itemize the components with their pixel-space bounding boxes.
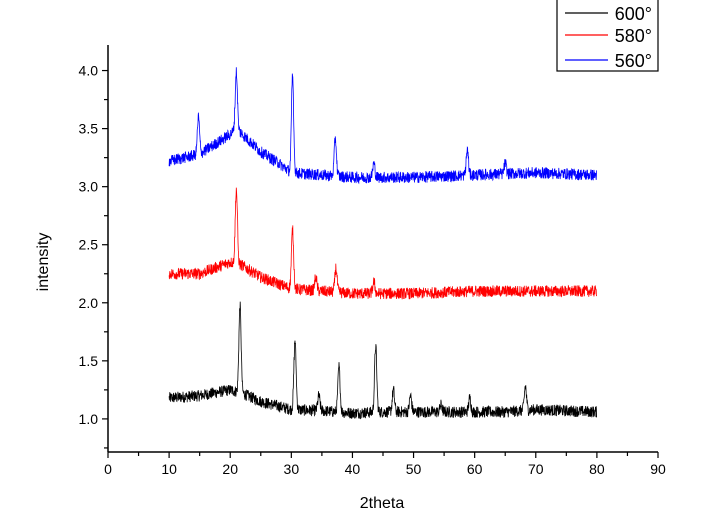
y-tick-label: 1.0 bbox=[79, 411, 99, 427]
x-tick-label: 20 bbox=[222, 461, 238, 477]
y-tick-label: 3.5 bbox=[79, 121, 99, 137]
y-tick-label: 3.0 bbox=[79, 179, 99, 195]
x-tick-label: 10 bbox=[161, 461, 177, 477]
y-tick-label: 4.0 bbox=[79, 63, 99, 79]
series-line-580 bbox=[168, 187, 597, 300]
legend-label: 580° bbox=[615, 26, 652, 46]
series-layer bbox=[168, 67, 597, 420]
x-tick-label: 80 bbox=[589, 461, 605, 477]
legend-label: 600° bbox=[615, 4, 652, 24]
x-tick-label: 30 bbox=[284, 461, 300, 477]
x-tick-label: 70 bbox=[528, 461, 544, 477]
y-tick-label: 1.5 bbox=[79, 353, 99, 369]
y-tick-label: 2.5 bbox=[79, 237, 99, 253]
y-axis-label: intensity bbox=[35, 233, 52, 292]
x-tick-label: 50 bbox=[406, 461, 422, 477]
series-line-600 bbox=[168, 301, 597, 420]
x-tick-label: 60 bbox=[467, 461, 483, 477]
x-tick-label: 40 bbox=[345, 461, 361, 477]
x-tick-label: 0 bbox=[104, 461, 112, 477]
y-tick-label: 2.0 bbox=[79, 295, 99, 311]
series-line-560 bbox=[168, 67, 597, 185]
legend-label: 560° bbox=[615, 51, 652, 71]
x-tick-label: 90 bbox=[650, 461, 666, 477]
legend: 600°580° 560° bbox=[556, 0, 659, 72]
axes: 0 10 20 30 40 50 60 70 80 90 1.0 1.5 2.0 2.5 3.0 3.5 4.0 bbox=[79, 45, 666, 477]
x-axis-label: 2theta bbox=[360, 495, 405, 512]
